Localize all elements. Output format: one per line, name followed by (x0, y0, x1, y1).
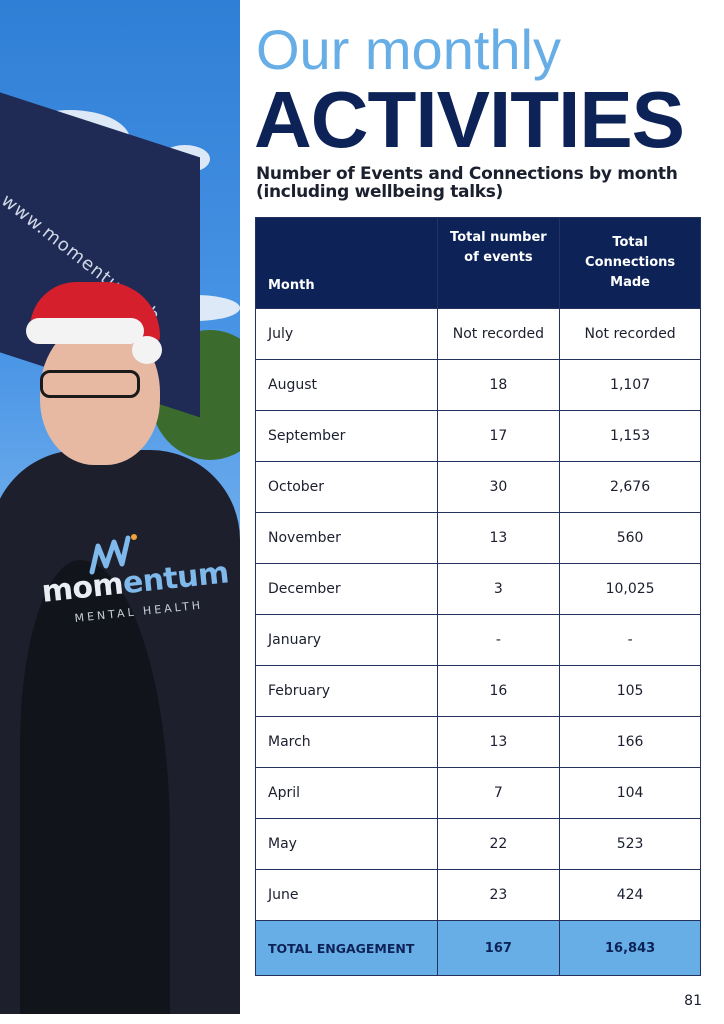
events-cell: - (436, 614, 561, 666)
total-row: TOTAL ENGAGEMENT 167 16,843 (255, 920, 701, 976)
santa-hat-pom (132, 336, 162, 364)
activities-table: Month Total number of events Total Conne… (255, 217, 701, 976)
connections-cell: 560 (559, 512, 701, 564)
table-row: September 17 1,153 (255, 410, 701, 462)
connections-cell: 523 (559, 818, 701, 870)
total-label: TOTAL ENGAGEMENT (255, 920, 438, 976)
table-row: January - - (255, 614, 701, 666)
santa-hat-band (26, 318, 144, 344)
events-cell: 13 (436, 512, 561, 564)
heading-line-2: ACTIVITIES (254, 75, 685, 164)
total-events: 167 (436, 920, 561, 976)
connections-cell: 1,107 (559, 359, 701, 411)
glasses (40, 370, 140, 398)
month-cell: April (255, 767, 438, 819)
heading-line-1: Our monthly (256, 18, 561, 81)
events-cell: 23 (436, 869, 561, 921)
month-cell: January (255, 614, 438, 666)
header-events: Total number of events (436, 217, 561, 309)
person-shirt (0, 450, 240, 1014)
connections-cell: Not recorded (559, 308, 701, 360)
month-cell: May (255, 818, 438, 870)
events-cell: 16 (436, 665, 561, 717)
connections-cell: 1,153 (559, 410, 701, 462)
table-row: November 13 560 (255, 512, 701, 564)
events-cell: 30 (436, 461, 561, 513)
events-cell: 13 (436, 716, 561, 768)
month-cell: December (255, 563, 438, 615)
connections-cell: 104 (559, 767, 701, 819)
connections-cell: 10,025 (559, 563, 701, 615)
table-row: October 30 2,676 (255, 461, 701, 513)
events-cell: 17 (436, 410, 561, 462)
page-number: 81 (684, 993, 702, 1009)
events-cell: 7 (436, 767, 561, 819)
table-row: April 7 104 (255, 767, 701, 819)
month-cell: June (255, 869, 438, 921)
connections-cell: 424 (559, 869, 701, 921)
month-cell: September (255, 410, 438, 462)
table-row: December 3 10,025 (255, 563, 701, 615)
month-cell: February (255, 665, 438, 717)
events-cell: 3 (436, 563, 561, 615)
month-cell: July (255, 308, 438, 360)
table-subtitle: Number of Events and Connections by mont… (256, 164, 678, 202)
table-row: May 22 523 (255, 818, 701, 870)
month-cell: August (255, 359, 438, 411)
hero-photo: www.momentummh momentum MENTAL HEALTH (0, 0, 240, 1014)
total-connections: 16,843 (559, 920, 701, 976)
header-connections: Total Connections Made (559, 217, 701, 309)
connections-cell: - (559, 614, 701, 666)
events-cell: 22 (436, 818, 561, 870)
connections-cell: 105 (559, 665, 701, 717)
table-row: February 16 105 (255, 665, 701, 717)
table-row: March 13 166 (255, 716, 701, 768)
header-month: Month (255, 217, 438, 309)
table-header-row: Month Total number of events Total Conne… (255, 217, 701, 309)
events-cell: Not recorded (436, 308, 561, 360)
momentum-logo-icon (89, 534, 137, 575)
month-cell: November (255, 512, 438, 564)
events-cell: 18 (436, 359, 561, 411)
table-row: August 18 1,107 (255, 359, 701, 411)
connections-cell: 2,676 (559, 461, 701, 513)
connections-cell: 166 (559, 716, 701, 768)
month-cell: March (255, 716, 438, 768)
month-cell: October (255, 461, 438, 513)
table-row: July Not recorded Not recorded (255, 308, 701, 360)
table-row: June 23 424 (255, 869, 701, 921)
